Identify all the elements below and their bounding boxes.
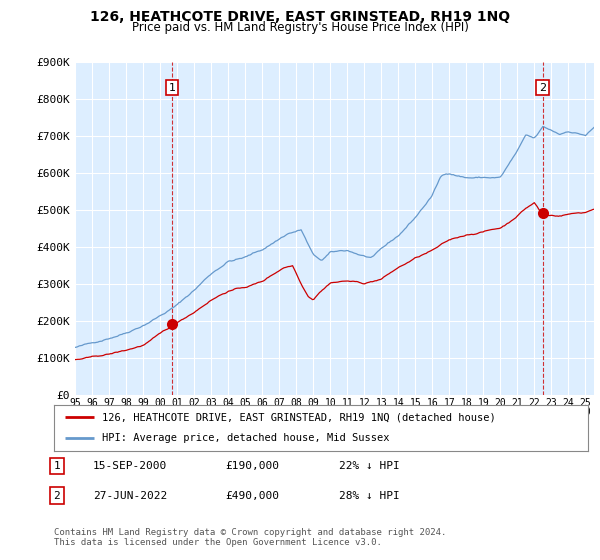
Text: 1: 1: [53, 461, 61, 471]
Text: 27-JUN-2022: 27-JUN-2022: [93, 491, 167, 501]
Text: 1: 1: [169, 82, 176, 92]
Text: Price paid vs. HM Land Registry's House Price Index (HPI): Price paid vs. HM Land Registry's House …: [131, 21, 469, 34]
Text: 2: 2: [539, 82, 547, 92]
Text: 28% ↓ HPI: 28% ↓ HPI: [339, 491, 400, 501]
Text: HPI: Average price, detached house, Mid Sussex: HPI: Average price, detached house, Mid …: [102, 433, 389, 444]
Text: 126, HEATHCOTE DRIVE, EAST GRINSTEAD, RH19 1NQ (detached house): 126, HEATHCOTE DRIVE, EAST GRINSTEAD, RH…: [102, 412, 496, 422]
Text: 2: 2: [53, 491, 61, 501]
Text: £190,000: £190,000: [225, 461, 279, 471]
Text: 126, HEATHCOTE DRIVE, EAST GRINSTEAD, RH19 1NQ: 126, HEATHCOTE DRIVE, EAST GRINSTEAD, RH…: [90, 10, 510, 24]
Text: Contains HM Land Registry data © Crown copyright and database right 2024.
This d: Contains HM Land Registry data © Crown c…: [54, 528, 446, 547]
Text: 15-SEP-2000: 15-SEP-2000: [93, 461, 167, 471]
Text: 22% ↓ HPI: 22% ↓ HPI: [339, 461, 400, 471]
Text: £490,000: £490,000: [225, 491, 279, 501]
